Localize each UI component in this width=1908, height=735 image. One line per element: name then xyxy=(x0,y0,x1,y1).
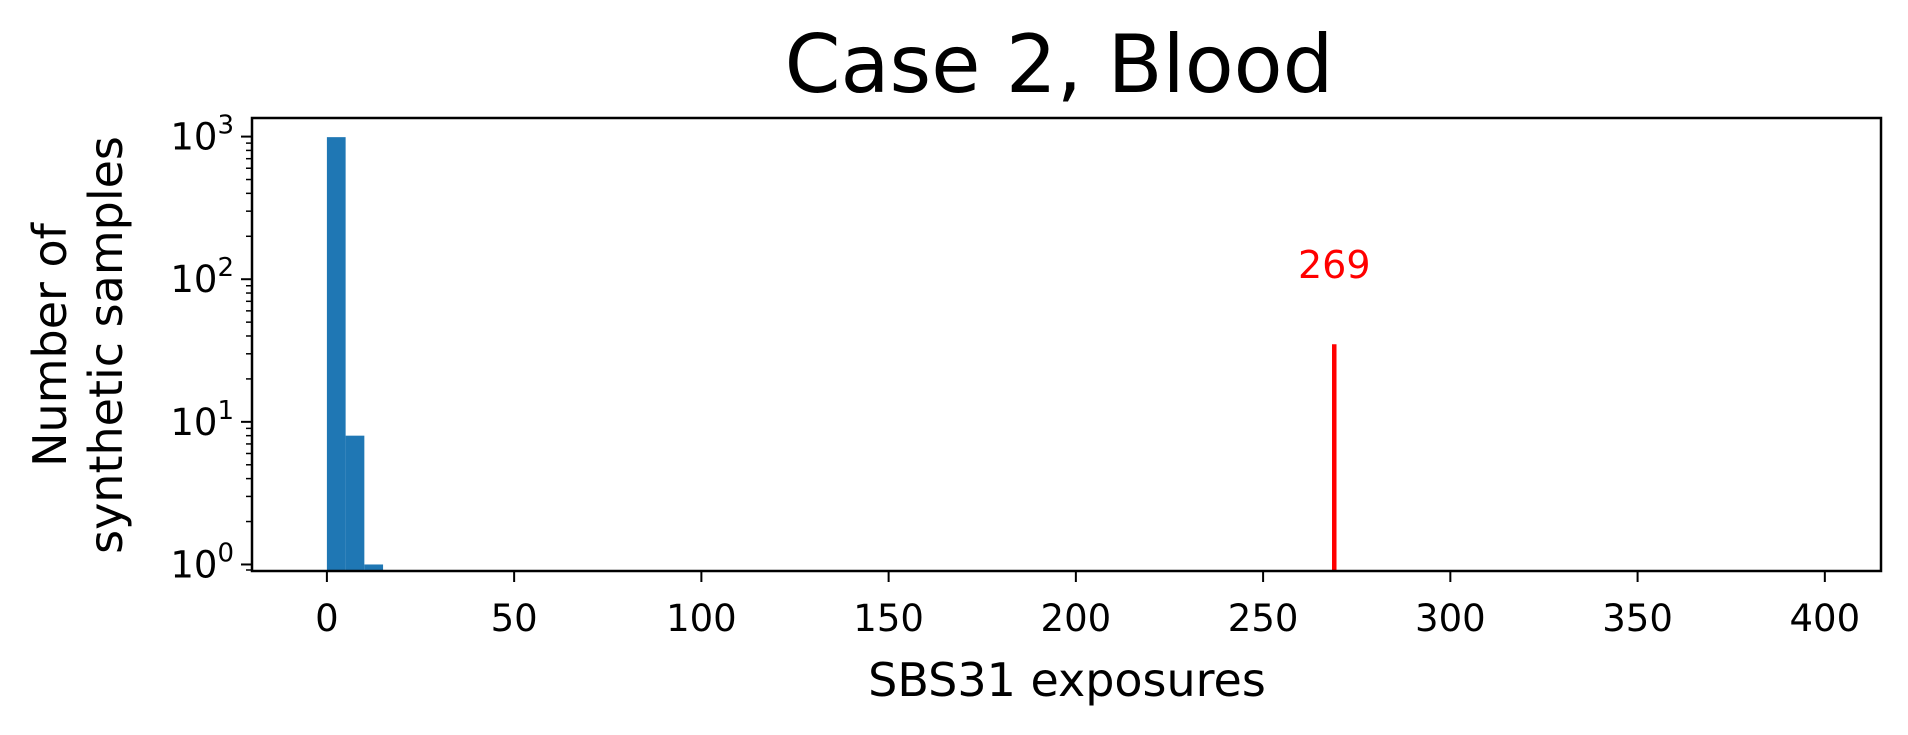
x-tick-label: 250 xyxy=(1228,597,1299,640)
x-tick-label: 300 xyxy=(1415,597,1486,640)
y-tick-label: 102 xyxy=(170,253,234,301)
histogram-bar-3 xyxy=(364,564,384,571)
histogram-bar-2 xyxy=(345,435,365,571)
marker-layer: 269 xyxy=(1298,243,1371,571)
y-tick-label: 103 xyxy=(170,111,234,159)
x-axis-label: SBS31 exposures xyxy=(868,653,1266,707)
y-axis-label-line-2: synthetic samples xyxy=(79,136,133,554)
y-axis-label-line-1: Number of xyxy=(23,221,77,467)
x-tick-label: 50 xyxy=(491,597,538,640)
y-axis-label: Number of synthetic samples xyxy=(23,136,133,554)
histogram-bar-1 xyxy=(326,137,346,571)
y-tick-label: 100 xyxy=(170,538,234,586)
chart-title: Case 2, Blood xyxy=(785,18,1334,111)
bars-layer xyxy=(326,137,384,571)
x-tick-label: 100 xyxy=(666,597,737,640)
x-tick-label: 350 xyxy=(1602,597,1673,640)
observed-value-annotation: 269 xyxy=(1298,243,1371,287)
x-tick-label: 400 xyxy=(1790,597,1861,640)
y-tick-label: 101 xyxy=(170,396,234,444)
x-tick-label: 150 xyxy=(853,597,924,640)
axes-layer: 0 50 100 150 200 250 300 350 400 100 101 102 103 xyxy=(170,111,1883,640)
x-tick-label: 200 xyxy=(1041,597,1112,640)
x-tick-label: 0 xyxy=(315,597,339,640)
plot-frame xyxy=(250,116,1883,573)
